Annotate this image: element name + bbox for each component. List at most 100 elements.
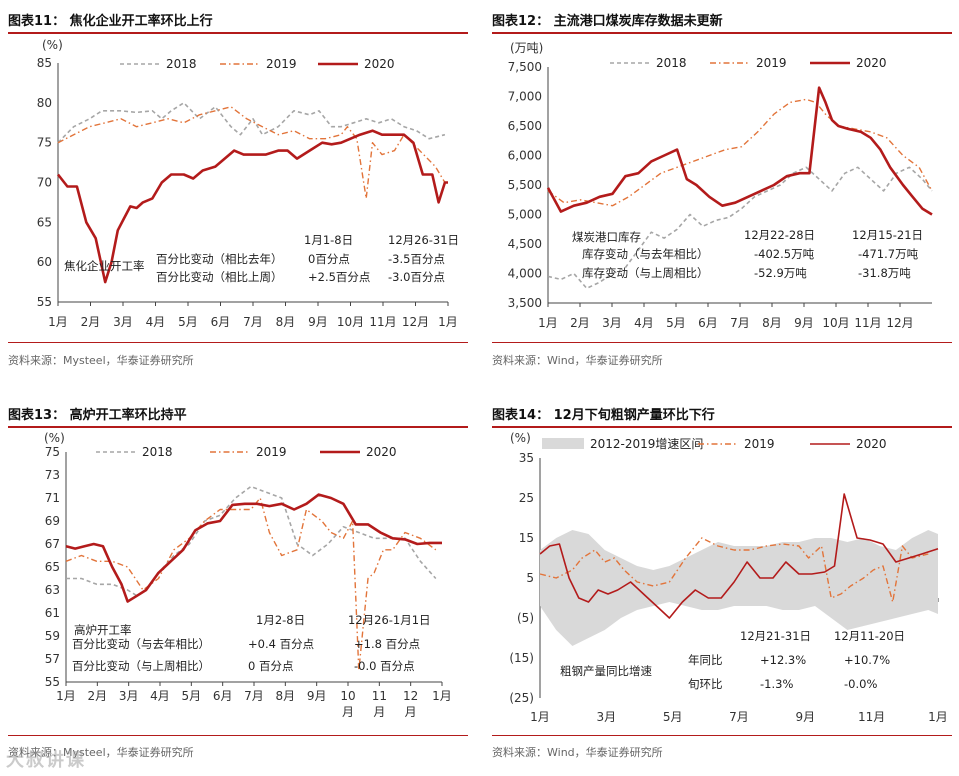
source-note: 资料来源：Mysteel，华泰证券研究所	[8, 746, 194, 759]
chart-title: 图表11： 焦化企业开工率环比上行	[8, 14, 213, 29]
x-tick-label: 1月	[48, 315, 68, 329]
x-tick-label: 5月	[178, 315, 198, 329]
bottom-rule	[8, 735, 468, 736]
annotation-row-name: 百分比变动（与去年相比）	[72, 637, 210, 651]
x-tick-label: 8月	[276, 315, 296, 329]
x-tick-label: 6月	[213, 689, 233, 703]
annotation-value: -31.8万吨	[858, 266, 911, 280]
y-tick-label: 35	[519, 451, 534, 465]
y-tick-label: 4,000	[508, 267, 542, 281]
series-caption: 焦化企业开工率	[64, 259, 145, 273]
port-coal-stock-chart: (万吨) 7,500 7,000 6,500 6,000 5,500 5,000 4,500 4…	[508, 41, 933, 330]
legend-label: 2020	[366, 445, 397, 459]
legend-label: 2020	[364, 57, 395, 71]
legend-label: 2018	[166, 57, 197, 71]
bottom-rule	[8, 342, 468, 343]
y-tick-label: 65	[37, 215, 52, 229]
title-rule	[8, 426, 468, 428]
annotation-value: +1.8 百分点	[354, 637, 420, 651]
y-tick-label: 6,000	[508, 149, 542, 163]
x-tick-label: 11月	[369, 315, 396, 329]
chart-title: 图表12： 主流港口煤炭库存数据未更新	[492, 14, 723, 29]
legend-label: 2020	[856, 56, 887, 70]
annotation-header: 1月2-8日	[256, 613, 305, 627]
x-tick-label: 8月	[762, 316, 782, 330]
source-note: 资料来源：Wind，华泰证券研究所	[492, 746, 663, 759]
y-tick-label: 5,500	[508, 178, 542, 192]
series-line-2018	[57, 102, 446, 144]
annotation-header: 12月26-31日	[388, 233, 459, 247]
x-tick-label: 5月	[182, 689, 202, 703]
band-2012-2019-range	[540, 530, 938, 646]
annotation-row-name: 百分比变动（与上周相比）	[72, 659, 210, 673]
x-tick-label: 1月	[432, 689, 452, 703]
x-tick-label: 7月	[244, 689, 264, 703]
series-line-2019	[57, 106, 446, 200]
series-line-2019	[65, 497, 437, 672]
y-tick-label: (5)	[517, 611, 534, 625]
annotation-value: -0.0%	[844, 677, 877, 691]
y-tick-label: 75	[37, 136, 52, 150]
x-tick-label: 1月	[530, 710, 550, 724]
x-tick-label: 3月	[113, 315, 133, 329]
y-unit-label: (万吨)	[510, 41, 543, 55]
x-tick-label: 6月	[211, 315, 231, 329]
y-tick-label: 5	[526, 571, 534, 585]
x-tick-label: 4月	[150, 689, 170, 703]
x-tick-label: 9月	[796, 710, 816, 724]
y-tick-label: 6,500	[508, 119, 542, 133]
x-tick-label: 7月	[243, 315, 263, 329]
y-tick-label: (25)	[509, 691, 534, 705]
chart-title: 图表14： 12月下旬粗钢产量环比下行	[492, 408, 715, 423]
series-line-2018	[66, 485, 437, 597]
y-tick-label: 57	[45, 652, 60, 666]
bottom-rule	[492, 342, 952, 343]
annotation-value: +10.7%	[844, 653, 890, 667]
annotation-header: 12月15-21日	[852, 228, 923, 242]
y-tick-label: 63	[45, 583, 60, 597]
x-tick-label: 10月	[337, 315, 364, 329]
panel-port-coal-stock: 图表12： 主流港口煤炭库存数据未更新 (万吨) 7,500 7,000 6,500 6…	[492, 10, 952, 380]
annotation-value: +12.3%	[760, 653, 806, 667]
title-rule	[492, 32, 952, 34]
y-tick-label: 3,500	[508, 296, 542, 310]
annotation-row-name: 库存变动（与上周相比）	[582, 266, 709, 280]
x-tick-label: 4月	[146, 315, 166, 329]
y-unit-label: (%)	[42, 38, 63, 52]
x-tick-label: 1月	[928, 710, 948, 724]
legend-label: 2019	[744, 437, 775, 451]
legend-label: 2019	[266, 57, 297, 71]
x-tick-label: 9月	[307, 689, 327, 703]
y-tick-label: 73	[45, 468, 60, 482]
x-tick-label: 8月	[276, 689, 296, 703]
x-tick-label: 2月	[570, 316, 590, 330]
y-tick-label: 71	[45, 491, 60, 505]
x-tick-label: 9月	[794, 316, 814, 330]
legend-swatch-band	[542, 438, 584, 449]
x-tick-label: 5月	[663, 710, 683, 724]
x-tick-label: 2月	[81, 315, 101, 329]
series-line-2019	[539, 537, 929, 603]
y-tick-label: 80	[37, 96, 52, 110]
annotation-header: 12月22-28日	[744, 228, 815, 242]
annotation-header: 1月1-8日	[304, 233, 353, 247]
x-tick-label: 7月	[729, 710, 749, 724]
panel-crude-steel-output: 图表14： 12月下旬粗钢产量环比下行 (%) 35 25 15 5 (5) (15) (25…	[492, 404, 952, 766]
annotation-row-name: 百分比变动（相比上周）	[156, 270, 283, 284]
x-tick-label: 11月	[854, 316, 881, 330]
annotation-row-name: 百分比变动（相比去年）	[156, 252, 283, 266]
legend-label: 2012-2019增速区间	[590, 437, 703, 451]
y-tick-label: 65	[45, 560, 60, 574]
x-tick-label: 3月	[119, 689, 139, 703]
x-tick-label: 10月	[822, 316, 849, 330]
annotation-value: -471.7万吨	[858, 247, 919, 261]
y-tick-label: 69	[45, 514, 60, 528]
crude-steel-output-chart: (%) 35 25 15 5 (5) (15) (25) 1月 3月 5月 7月 9月 11月 1月 2012…	[509, 431, 948, 724]
y-tick-label: 7,500	[508, 60, 542, 74]
y-tick-label: 55	[45, 675, 60, 689]
annotation-value: 0 百分点	[248, 659, 293, 673]
